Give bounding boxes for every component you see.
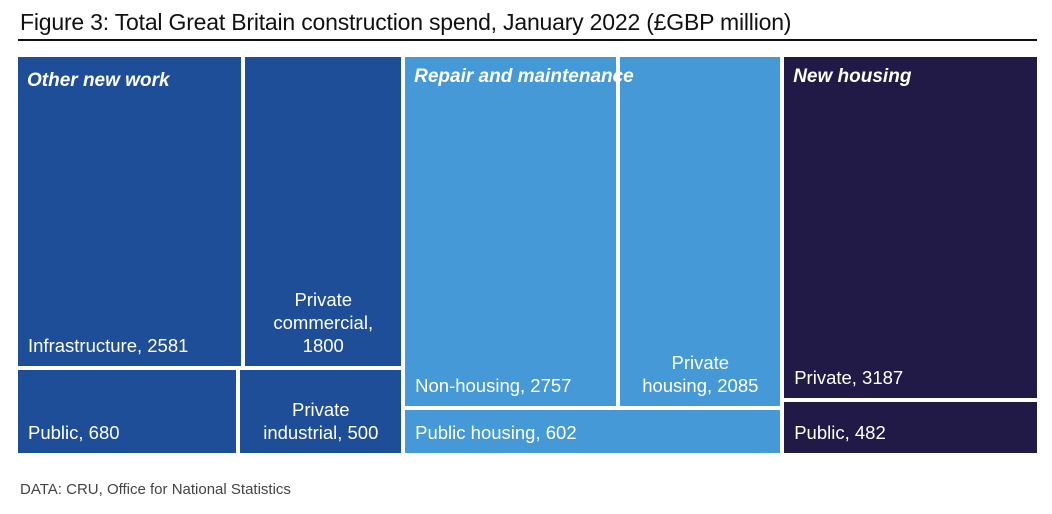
source-note: DATA: CRU, Office for National Statistic… [20, 481, 291, 498]
tile-other-new-work-public: Public, 680 [18, 369, 237, 453]
tile-other-new-work-infrastructure: Infrastructure, 2581 [18, 57, 242, 366]
tile-label: Public, 680 [28, 421, 120, 443]
tile-repair-and-maintenance-public-housing: Public housing, 602 [405, 409, 781, 453]
tile-other-new-work-private-industrial: Private industrial, 500 [240, 369, 402, 453]
tile-repair-and-maintenance-private-housing: Private housing, 2085 [620, 57, 781, 406]
tile-label: Non-housing, 2757 [415, 374, 572, 396]
tile-label: Public housing, 602 [415, 421, 577, 443]
tile-label: Private commercial, 1800 [273, 288, 374, 356]
tile-label: Private industrial, 500 [263, 398, 379, 443]
group-header-new-housing: New housing [793, 66, 912, 87]
chart-title: Figure 3: Total Great Britain constructi… [20, 9, 792, 35]
tile-label: Private housing, 2085 [642, 351, 759, 396]
tile-repair-and-maintenance-non-housing: Non-housing, 2757 [405, 57, 617, 406]
title-rule [18, 39, 1037, 41]
tile-new-housing-private: Private, 3187 [784, 57, 1037, 398]
group-header-other-new-work: Other new work [27, 70, 170, 91]
tile-label: Private, 3187 [794, 366, 904, 388]
tile-label: Infrastructure, 2581 [28, 334, 189, 356]
group-header-repair-and-maintenance: Repair and maintenance [414, 66, 634, 87]
tile-label: Public, 482 [794, 421, 886, 443]
tile-other-new-work-private-commercial: Private commercial, 1800 [245, 57, 402, 366]
tile-new-housing-public: Public, 482 [784, 401, 1037, 453]
